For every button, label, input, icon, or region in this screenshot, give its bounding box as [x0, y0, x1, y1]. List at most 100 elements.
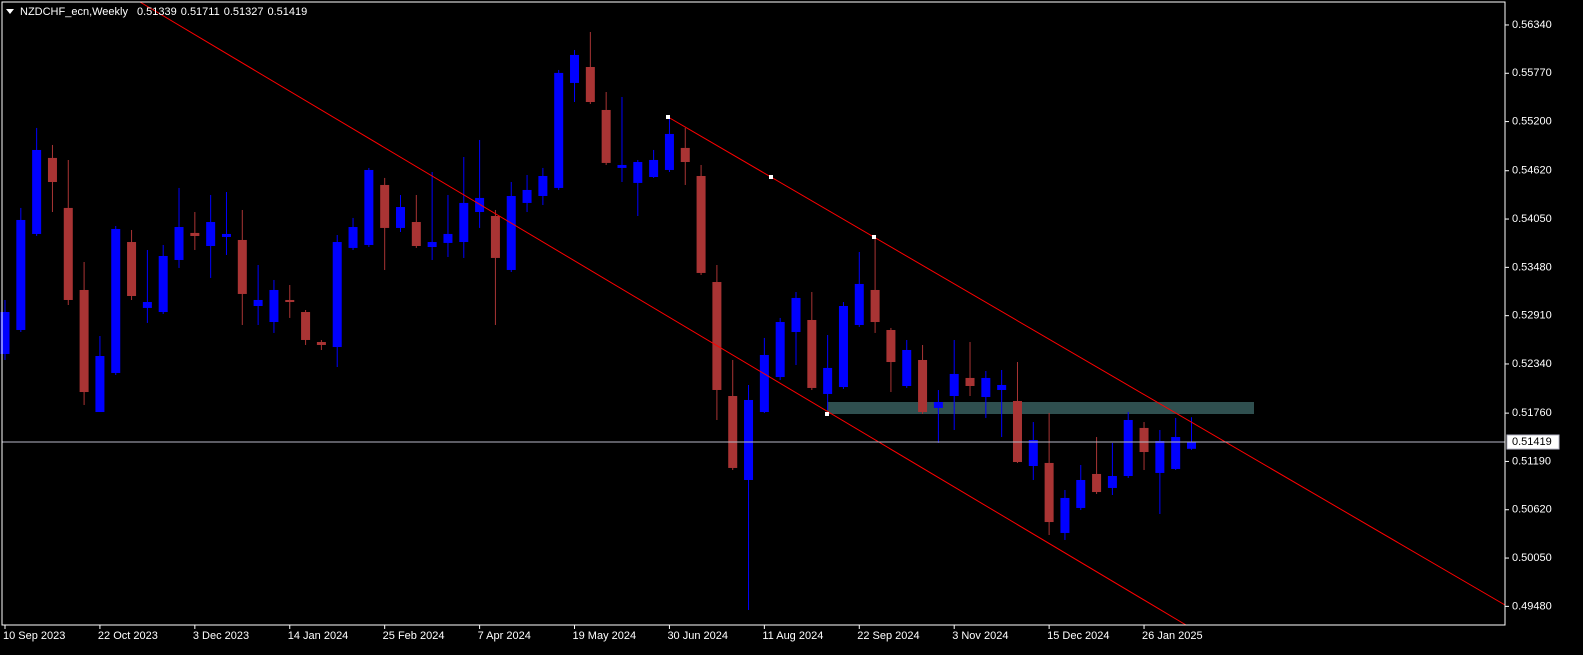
candle-body [411, 222, 421, 246]
candle-body [253, 299, 263, 306]
header-open: 0.51339 [137, 6, 177, 18]
candle-body [854, 283, 864, 325]
candle-body [981, 377, 991, 398]
y-tick-label: 0.53480 [1512, 261, 1552, 273]
chart-title: NZDCHF_ecn,Weekly [20, 6, 128, 18]
candle-body [664, 133, 674, 170]
candle-body [174, 227, 184, 260]
candle-body [1028, 439, 1038, 467]
candle-body [285, 299, 295, 303]
trend-anchor [825, 412, 829, 416]
x-tick-label: 22 Oct 2023 [98, 630, 158, 642]
candle-body [712, 282, 722, 390]
annotations-back [827, 402, 1254, 414]
x-tick-label: 14 Jan 2024 [288, 630, 349, 642]
candle-body [680, 147, 690, 163]
plot-frame [1, 1, 1506, 626]
x-tick-label: 30 Jun 2024 [667, 630, 728, 642]
candle-body [47, 157, 57, 183]
current-price-box [1506, 434, 1560, 450]
candle-body [601, 109, 611, 163]
candle-body [237, 239, 247, 294]
candle-body [965, 377, 975, 387]
x-tick-label: 3 Dec 2023 [193, 630, 249, 642]
candle-body [1107, 476, 1117, 488]
x-tick-label: 25 Feb 2024 [383, 630, 445, 642]
x-tick-label: 22 Sep 2024 [857, 630, 919, 642]
y-tick-label: 0.50620 [1512, 504, 1552, 516]
candle-body [886, 329, 896, 363]
candle-body [316, 342, 326, 345]
candle-body [554, 72, 564, 188]
candle-body [111, 228, 121, 373]
candle-body [775, 322, 785, 378]
candle-body [16, 219, 26, 330]
candle-body [870, 289, 880, 323]
candle-body [443, 233, 453, 243]
candle-body [269, 289, 279, 323]
candle-body [490, 215, 500, 258]
candle-body [380, 184, 390, 228]
y-tick-label: 0.49480 [1512, 600, 1552, 612]
candle-body [206, 222, 216, 246]
candle-body [396, 207, 405, 228]
candle-body [95, 356, 105, 413]
y-tick-label: 0.55200 [1512, 115, 1552, 127]
candle-body [142, 302, 152, 308]
candle-body [348, 227, 358, 248]
trend-line [667, 116, 1506, 606]
trend-anchor [872, 235, 876, 239]
x-tick-label: 11 Aug 2024 [762, 630, 823, 642]
candle-body [1187, 442, 1196, 449]
x-tick-label: 10 Sep 2023 [3, 630, 65, 642]
x-tick-label: 7 Apr 2024 [478, 630, 531, 642]
candle-body [759, 354, 769, 413]
candle-body [933, 402, 943, 408]
candle-body [1012, 401, 1022, 463]
candle-body [744, 399, 754, 480]
candle-body [997, 384, 1007, 390]
header-high: 0.51711 [181, 6, 220, 18]
candle-body [823, 367, 833, 394]
y-tick-label: 0.54620 [1512, 165, 1552, 177]
candle-body [475, 197, 485, 213]
y-tick-label: 0.52910 [1512, 310, 1552, 322]
chart-header: NZDCHF_ecn,Weekly 0.51339 0.51711 0.51327 0.… [20, 6, 307, 18]
support-zone [827, 402, 1254, 414]
candle-body [63, 207, 73, 300]
candle-body [301, 312, 311, 340]
y-tick-label: 0.56340 [1512, 19, 1552, 31]
candle-body [633, 162, 643, 183]
candle-body [32, 149, 42, 234]
candle-body [1060, 497, 1070, 533]
y-tick-label: 0.50050 [1512, 552, 1552, 564]
current-price-label: 0.51419 [1512, 436, 1552, 448]
candles [0, 32, 1196, 610]
y-tick-label: 0.51760 [1512, 407, 1552, 419]
y-tick-label: 0.55770 [1512, 67, 1552, 79]
candle-body [221, 233, 231, 238]
candle-body [1044, 462, 1054, 523]
candle-body [332, 242, 342, 348]
candle-body [1139, 427, 1149, 453]
x-tick-label: 19 May 2024 [573, 630, 637, 642]
y-tick-label: 0.52340 [1512, 358, 1552, 370]
candle-body [538, 175, 548, 196]
x-tick-label: 3 Nov 2024 [952, 630, 1008, 642]
header-low: 0.51327 [224, 6, 264, 18]
candle-body [1171, 437, 1181, 469]
candle-body [791, 297, 801, 333]
candle-body [0, 312, 10, 354]
candle-body [79, 289, 89, 393]
candle-body [902, 349, 912, 387]
candle-body [1076, 479, 1086, 508]
candle-body [728, 396, 738, 468]
x-tick-label: 26 Jan 2025 [1142, 630, 1203, 642]
candle-body [807, 319, 817, 388]
candle-body [1123, 419, 1133, 477]
candle-body [1155, 441, 1165, 473]
candle-body [570, 54, 580, 83]
y-tick-label: 0.54050 [1512, 213, 1552, 225]
